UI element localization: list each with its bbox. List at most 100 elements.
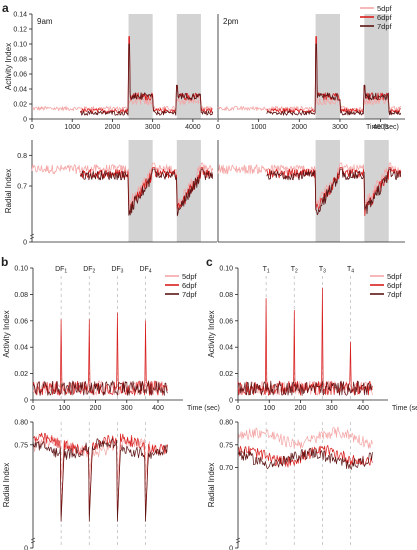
panel-c-activity-ytick-label: 0.08 <box>219 292 233 299</box>
panel-c-xtick-label: 300 <box>326 405 338 412</box>
panel-a-activity-ylabel: Activity Index <box>4 43 13 90</box>
panel-a-xtick-label: 0 <box>216 124 220 131</box>
legend-entry-7dpf: 7dpf <box>182 290 198 299</box>
panel-c-radial-ylabel: Radial Index <box>207 463 216 507</box>
legend-entry-5dpf: 5dpf <box>377 4 393 13</box>
panel-b-radial-ytick-label: 0 <box>24 546 28 550</box>
panel-b-event-label: DF4 <box>139 266 151 275</box>
panel-b-activity-ytick-label: 0.08 <box>14 292 28 299</box>
panel-a-xtick-label: 4000 <box>373 124 389 131</box>
panel-b-activity-series-6dpf <box>32 312 168 396</box>
panel-c-activity-ytick-label: 0 <box>229 398 233 405</box>
legend-entry-5dpf: 5dpf <box>387 272 403 281</box>
legend-entry-6dpf: 6dpf <box>182 281 198 290</box>
panel-c-activity-ytick-label: 0.10 <box>219 266 233 273</box>
panel-c-event-label: T2 <box>291 266 298 275</box>
panel-b-xtick-label: 300 <box>121 405 133 412</box>
panel-c-event-label: T4 <box>347 266 354 275</box>
panel-a-activity-ytick-label: 0.06 <box>13 72 27 79</box>
panel-c-xtick-label: 0 <box>236 405 240 412</box>
panel-a-activity-ytick-label: 0.10 <box>13 42 27 49</box>
panel-c-radial-series-6dpf <box>237 444 373 468</box>
panel-b-activity-ytick-label: 0.10 <box>14 266 28 273</box>
panel-a-radial-ytick-label: 0.7 <box>17 184 27 191</box>
legend-entry-6dpf: 6dpf <box>387 281 403 290</box>
legend-entry-7dpf: 7dpf <box>377 22 393 31</box>
panel-a-session-label: 2pm <box>223 17 239 26</box>
panel-a-xlabel: Time (sec) <box>366 124 399 131</box>
panel-a-activity-ytick-label: 0.04 <box>13 87 27 94</box>
panel-a-xtick-label: 3000 <box>145 124 161 131</box>
panel-a-xtick-label: 2000 <box>292 124 308 131</box>
panel-c-activity-series-6dpf <box>237 287 373 396</box>
panel-b-xtick-label: 0 <box>31 405 35 412</box>
panel-b-xtick-label: 400 <box>152 405 164 412</box>
legend-entry-7dpf: 7dpf <box>387 290 403 299</box>
panel-b-xlabel: Time (sec) <box>187 405 220 412</box>
panel-b-activity-ytick-label: 0.04 <box>14 345 28 352</box>
panel-b-activity-ytick-label: 0.02 <box>14 371 28 378</box>
panel-c-event-label: T1 <box>263 266 270 275</box>
panel-c-radial-ytick-label: 0 <box>229 546 233 550</box>
panel-b-activity-ytick-label: 0 <box>24 398 28 405</box>
panel-b-activity-ytick-label: 0.06 <box>14 318 28 325</box>
panel-c-xtick-label: 200 <box>295 405 307 412</box>
panel-a-letter: a <box>2 1 9 15</box>
panel-a-activity-series-6dpf <box>79 36 213 114</box>
panel-c-radial-ytick-label: 0.80 <box>219 420 233 427</box>
panel-c-letter: c <box>206 255 213 269</box>
panel-a-session-label: 9am <box>37 17 53 26</box>
panel-b-event-label: DF3 <box>111 266 123 275</box>
panel-a-activity-series-7dpf <box>80 43 214 116</box>
panel-a-activity-ytick-label: 0.14 <box>13 12 27 19</box>
panel-a-radial-ytick-label: 0 <box>23 240 27 247</box>
panel-b-axis-break <box>30 537 36 544</box>
legend-entry-5dpf: 5dpf <box>182 272 198 281</box>
panel-b-event-label: DF1 <box>55 266 67 275</box>
panel-a-activity-series-7dpf <box>266 43 402 116</box>
legend-entry-6dpf: 6dpf <box>377 13 393 22</box>
panel-b-activity-ylabel: Activity Index <box>2 310 11 357</box>
panel-b-activity-series-7dpf <box>32 380 168 396</box>
panel-a-activity-series-5dpf <box>217 97 402 112</box>
panel-b-event-label: DF2 <box>83 266 95 275</box>
panel-a-xtick-label: 2000 <box>105 124 121 131</box>
panel-c-activity-ytick-label: 0.02 <box>219 371 233 378</box>
panel-a-activity-ytick-label: 0.12 <box>13 27 27 34</box>
panel-b-radial-ytick-label: 0.75 <box>14 442 28 449</box>
panel-a-radial-ytick-label: 0.8 <box>17 153 27 160</box>
panel-c-axis-break <box>235 537 241 544</box>
panel-b-xtick-label: 100 <box>58 405 70 412</box>
panel-c-xtick-label: 400 <box>357 405 369 412</box>
panel-b-radial-ytick-label: 0.80 <box>14 420 28 427</box>
panel-a-activity-ytick-label: 0.08 <box>13 57 27 64</box>
panel-a-axis-break <box>29 233 35 240</box>
panel-b-radial-series-7dpf <box>32 438 168 522</box>
panel-c-event-label: T3 <box>319 266 326 275</box>
panel-c-radial-series-5dpf <box>237 426 373 449</box>
panel-a-radial-series-7dpf <box>266 168 402 216</box>
panel-c-radial-series-7dpf <box>237 447 373 470</box>
panel-c-activity-ylabel: Activity Index <box>207 310 216 357</box>
panel-a-activity-ytick-label: 0.02 <box>13 102 27 109</box>
panel-b-radial-ylabel: Radial Index <box>2 463 11 507</box>
panel-c-xtick-label: 100 <box>263 405 275 412</box>
panel-c-activity-ytick-label: 0.06 <box>219 318 233 325</box>
panel-a-radial-ylabel: Radial Index <box>4 169 13 213</box>
panel-a-xtick-label: 0 <box>30 124 34 131</box>
panel-a-activity-ytick-label: 0 <box>23 117 27 124</box>
panel-a-xtick-label: 1000 <box>251 124 267 131</box>
panel-b-xtick-label: 200 <box>90 405 102 412</box>
panel-c-radial-ytick-label: 0.70 <box>219 465 233 472</box>
panel-c-xlabel: Time (sec) <box>392 405 417 412</box>
panel-c-radial-ytick-label: 0.75 <box>219 442 233 449</box>
panel-c-activity-ytick-label: 0.04 <box>219 345 233 352</box>
panel-a-activity-series-5dpf <box>31 96 214 112</box>
panel-a-radial-series-7dpf <box>79 168 214 217</box>
panel-a-xtick-label: 3000 <box>332 124 348 131</box>
panel-a-xtick-label: 4000 <box>185 124 201 131</box>
panel-a-xtick-label: 1000 <box>64 124 80 131</box>
panel-b-letter: b <box>1 255 8 269</box>
panel-c-activity-series-7dpf <box>237 380 373 396</box>
